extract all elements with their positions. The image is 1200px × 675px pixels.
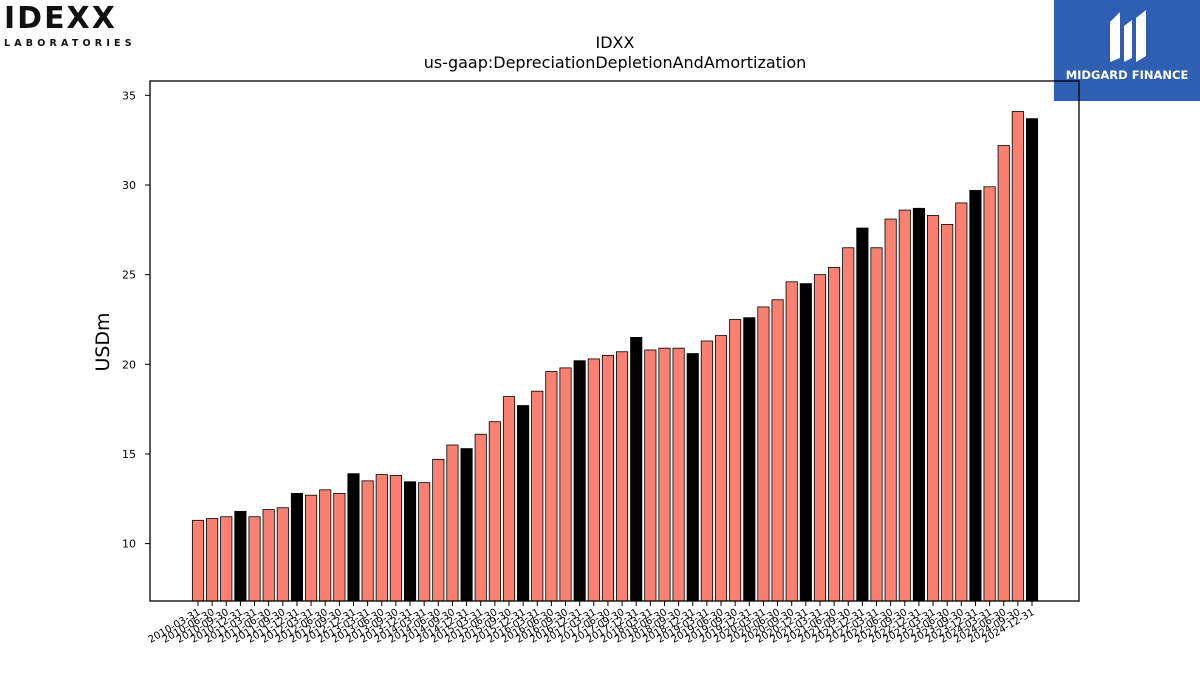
bar [446, 444, 459, 602]
bar [616, 351, 629, 602]
bar [799, 283, 812, 602]
bar [842, 247, 855, 602]
bar [276, 507, 289, 602]
bar [502, 396, 516, 602]
bar [983, 186, 996, 602]
bar [333, 493, 346, 602]
bar [248, 516, 261, 602]
bar [262, 509, 275, 602]
bar [630, 337, 643, 602]
bar [955, 202, 968, 602]
bar [234, 510, 247, 602]
bar [898, 209, 911, 602]
idexx-logo-word: IDEXX [4, 1, 117, 36]
bar [729, 319, 742, 602]
bar [361, 480, 374, 602]
bar [757, 306, 770, 602]
bar [700, 340, 713, 602]
midgard-finance-logo: MIDGARD FINANCE [1054, 0, 1200, 101]
y-tick-label: 10 [122, 538, 136, 551]
midgard-emblem-icon [1110, 10, 1146, 62]
bar [1025, 118, 1039, 602]
bar [870, 247, 883, 602]
bar [403, 481, 417, 602]
bar [559, 367, 572, 602]
bar [658, 347, 671, 602]
bar [686, 353, 699, 602]
bar [573, 360, 586, 602]
bar [813, 274, 827, 602]
bar [488, 421, 501, 602]
y-tick-label: 15 [122, 448, 136, 461]
bar [587, 358, 600, 602]
bar [884, 218, 897, 602]
bar [319, 489, 332, 602]
bar [545, 371, 558, 602]
bar [531, 390, 544, 602]
bar [856, 227, 869, 602]
bar [418, 482, 431, 602]
bar [912, 207, 925, 602]
bar [517, 405, 530, 602]
bar [206, 518, 219, 602]
bar [290, 493, 304, 602]
bar [714, 335, 728, 602]
bar [828, 267, 841, 602]
bar [375, 474, 388, 602]
bar [191, 519, 205, 602]
y-tick-label: 20 [122, 358, 136, 371]
bar [347, 473, 360, 602]
bar [389, 475, 402, 602]
bar [997, 145, 1010, 602]
bar [474, 433, 487, 602]
bar [305, 494, 318, 602]
bar [743, 317, 756, 602]
bar [785, 281, 798, 602]
bar [432, 458, 445, 602]
bar [1011, 111, 1024, 602]
bar [969, 189, 982, 602]
midgard-finance-wordmark: MIDGARD FINANCE [1065, 68, 1189, 82]
y-tick-label: 25 [122, 269, 136, 282]
idexx-logo-subtitle: LABORATORIES [4, 38, 136, 49]
x-axis: 2010-03-312010-06-302010-09-302010-12-31… [147, 601, 1037, 646]
bar [644, 349, 657, 602]
bar [926, 215, 940, 602]
bar [220, 516, 233, 602]
chart-subtitle: us-gaap:DepreciationDepletionAndAmortiza… [424, 53, 807, 72]
bar [771, 299, 784, 602]
bar [941, 224, 954, 602]
bar [672, 347, 685, 602]
y-axis-label: USDm [92, 312, 114, 371]
bars [191, 111, 1039, 602]
bar [460, 448, 473, 602]
idexx-logo: IDEXX LABORATORIES [4, 4, 154, 50]
plot-frame [149, 80, 1080, 602]
y-tick-label: 35 [122, 89, 136, 102]
y-tick-label: 30 [122, 179, 136, 192]
bar [601, 354, 614, 602]
chart-title: IDXX [596, 33, 635, 52]
y-axis: 10 15 20 25 30 35 [122, 89, 150, 551]
